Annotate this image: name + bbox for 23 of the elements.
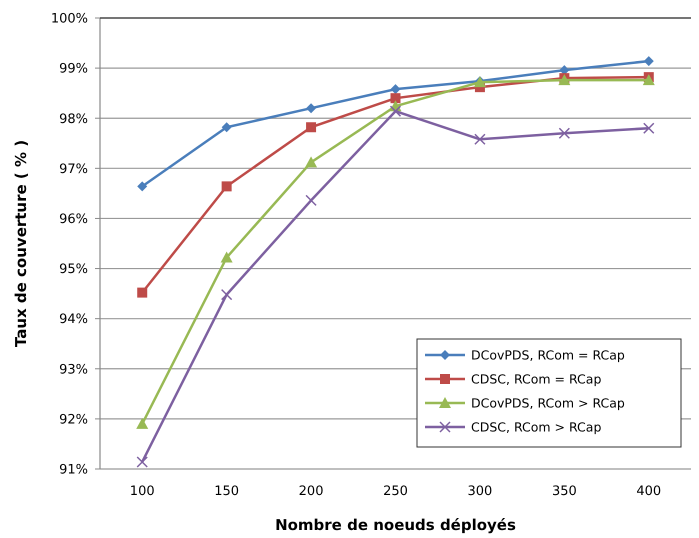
y-tick-label: 96% xyxy=(59,212,88,227)
x-axis-title: Nombre de noeuds déployés xyxy=(275,516,516,534)
y-tick-label: 94% xyxy=(59,312,88,328)
x-tick-label: 100 xyxy=(130,484,155,499)
x-tick-label: 250 xyxy=(383,484,408,499)
legend-label: DCovPDS, RCom = RCap xyxy=(471,347,625,362)
y-axis-title: Taux de couverture ( % ) xyxy=(12,140,30,348)
y-tick-label: 100% xyxy=(50,12,88,27)
y-tick-label: 97% xyxy=(59,162,88,177)
x-tick-label: 300 xyxy=(468,484,492,499)
y-tick-label: 98% xyxy=(59,112,88,127)
legend-label: CDSC, RCom > RCap xyxy=(471,419,602,434)
y-tick-label: 92% xyxy=(59,412,88,428)
x-tick-label: 150 xyxy=(214,484,240,499)
y-tick-label: 93% xyxy=(59,362,88,378)
y-tick-label: 95% xyxy=(59,262,88,278)
y-tick-label: 91% xyxy=(59,462,88,478)
legend-label: DCovPDS, RCom > RCap xyxy=(471,395,625,410)
y-tick-label: 99% xyxy=(59,62,88,77)
x-tick-label: 350 xyxy=(552,484,577,499)
legend-label: CDSC, RCom = RCap xyxy=(471,371,602,386)
x-tick-label: 200 xyxy=(298,484,324,499)
x-tick-label: 400 xyxy=(636,484,662,499)
